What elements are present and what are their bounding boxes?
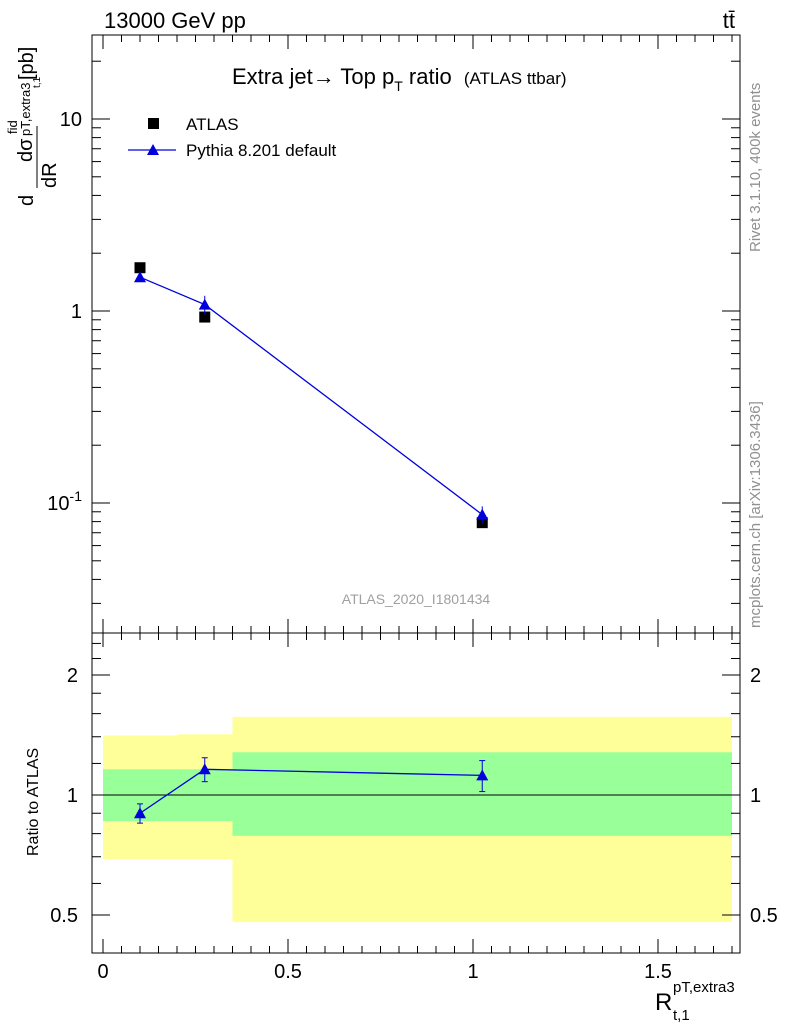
legend-atlas-marker (148, 118, 159, 129)
ylabel-dR: dR (39, 162, 61, 188)
pythia-line (139, 276, 483, 516)
title-prefix: Extra jet (232, 64, 313, 89)
ratio-y-tick-label: 0.5 (50, 905, 78, 927)
main-axis-ticks (92, 35, 740, 633)
xlabel-R: R (655, 989, 672, 1016)
ratio-y-tick-label-right: 1 (750, 785, 761, 807)
mcplots-label: mcplots.cern.ch [arXiv:1306.3436] (747, 401, 764, 628)
atlas-data-point (134, 262, 146, 274)
ratio-axis-ticks (92, 633, 740, 953)
x-tick-label: 0 (97, 961, 108, 983)
legend-pythia-marker (147, 144, 159, 155)
legend-pythia-label: Pythia 8.201 default (186, 141, 337, 160)
pythia-data-point (476, 508, 489, 520)
title-suffix: ratio (403, 64, 452, 89)
legend: ATLAS Pythia 8.201 default (128, 115, 337, 160)
y-tick-label: 10-1 (47, 488, 82, 515)
ylabel-r-subsub: t,1 (32, 76, 43, 88)
ylabel-d: d (16, 195, 38, 206)
title-arrow: → (313, 64, 335, 89)
y-tick-label-exponent: -1 (70, 488, 83, 504)
main-data-marks (134, 262, 489, 529)
pythia-data-point (134, 271, 146, 283)
analysis-watermark: ATLAS_2020_I1801434 (342, 591, 491, 607)
y-tick-label: 1 (71, 301, 82, 323)
ylabel-r-sub: pT,extra3 (18, 83, 33, 136)
ylabel-dsigma: dσ (15, 138, 37, 162)
xlabel-sup: pT,extra3 (673, 979, 735, 996)
rivet-label: Rivet 3.1.10, 400k events (747, 83, 764, 252)
x-tick-label: 1.5 (644, 961, 672, 983)
pythia-data-point (198, 298, 211, 310)
ylabel-fid: fid (5, 120, 20, 134)
ratio-y-axis-title: Ratio to ATLAS (25, 748, 42, 856)
main-y-axis-title: d dσ fid pT,extra3 t,1 dR [pb] (5, 47, 61, 206)
ratio-pythia-point (198, 763, 211, 775)
x-axis-title: R pT,extra3 t,1 (655, 979, 735, 1024)
ratio-pythia-point (134, 807, 146, 819)
legend-atlas-label: ATLAS (186, 115, 239, 134)
ratio-y-tick-label-right: 2 (750, 665, 761, 687)
ratio-uncertainty-bands (92, 716, 740, 923)
ratio-y-tick-label-right: 0.5 (750, 905, 778, 927)
header-left-label: 13000 GeV pp (104, 8, 246, 33)
x-tick-label: 1 (467, 961, 478, 983)
atlas-data-point (199, 311, 211, 323)
ratio-data-marks (134, 757, 489, 824)
title-sub: T (394, 78, 403, 94)
title-mid: Top p (335, 64, 395, 89)
ratio-plot-frame (91, 632, 741, 954)
ratio-y-tick-label: 1 (67, 785, 78, 807)
y-tick-label-base: 10 (47, 493, 69, 515)
y-tick-label: 10 (60, 109, 82, 131)
xlabel-sub: t,1 (673, 1007, 690, 1024)
x-tick-label: 0.5 (274, 961, 302, 983)
ratio-y-tick-label: 2 (67, 665, 78, 687)
ratio-pythia-point (476, 769, 489, 781)
plot-title: Extra jet→ Top pT ratio (ATLAS ttbar) (232, 64, 567, 94)
header-right-label: tt̄ (723, 8, 735, 33)
ylabel-unit: [pb] (16, 47, 38, 80)
title-paren: (ATLAS ttbar) (464, 69, 567, 88)
